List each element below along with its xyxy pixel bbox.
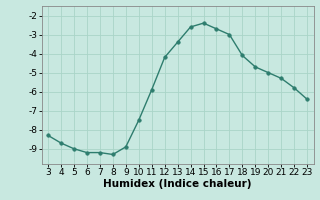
X-axis label: Humidex (Indice chaleur): Humidex (Indice chaleur) — [103, 179, 252, 189]
